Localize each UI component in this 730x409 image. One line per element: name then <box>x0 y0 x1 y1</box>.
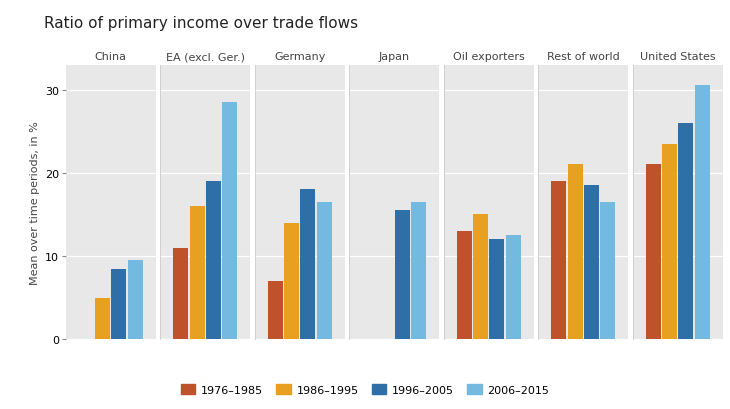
Legend: 1976–1985, 1986–1995, 1996–2005, 2006–2015: 1976–1985, 1986–1995, 1996–2005, 2006–20… <box>177 380 553 399</box>
Bar <box>268 281 283 339</box>
Bar <box>174 248 188 339</box>
Bar <box>111 269 126 339</box>
Bar <box>662 144 677 339</box>
Bar <box>568 165 583 339</box>
Bar <box>190 207 204 339</box>
Bar <box>317 202 331 339</box>
Y-axis label: Mean over time periods, in %: Mean over time periods, in % <box>31 121 40 284</box>
Bar <box>128 261 142 339</box>
Title: EA (excl. Ger.): EA (excl. Ger.) <box>166 52 245 62</box>
Title: Rest of world: Rest of world <box>547 52 620 62</box>
Bar <box>489 240 504 339</box>
Bar <box>473 215 488 339</box>
Bar <box>395 211 410 339</box>
Title: Germany: Germany <box>274 52 326 62</box>
Bar <box>457 231 472 339</box>
Bar <box>551 182 566 339</box>
Bar <box>505 236 520 339</box>
Bar <box>206 182 220 339</box>
Title: Oil exporters: Oil exporters <box>453 52 525 62</box>
Bar <box>411 202 426 339</box>
Bar <box>222 103 237 339</box>
Title: China: China <box>95 52 127 62</box>
Text: Ratio of primary income over trade flows: Ratio of primary income over trade flows <box>44 16 358 31</box>
Bar <box>646 165 661 339</box>
Title: Japan: Japan <box>379 52 410 62</box>
Bar <box>600 202 615 339</box>
Bar <box>694 86 710 339</box>
Bar <box>95 298 110 339</box>
Bar <box>284 223 299 339</box>
Bar <box>678 124 694 339</box>
Bar <box>300 190 315 339</box>
Title: United States: United States <box>640 52 715 62</box>
Bar <box>584 186 599 339</box>
